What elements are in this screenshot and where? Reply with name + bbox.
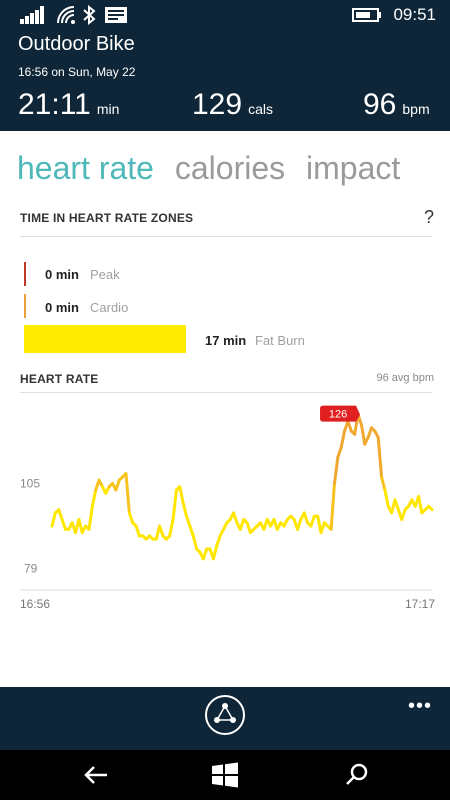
- calories-metric: 129 cals: [192, 88, 273, 122]
- x-tick-label-end: 17:17: [405, 597, 436, 611]
- calories-unit: cals: [248, 101, 273, 117]
- heart-rate-segment: [57, 508, 64, 521]
- heart-rate-unit: bpm: [402, 101, 430, 117]
- heart-rate-segment: [60, 517, 67, 531]
- activity-title: Outdoor Bike: [18, 33, 135, 55]
- heart-rate-segment: [376, 436, 384, 479]
- heart-rate-segment: [339, 429, 347, 449]
- zones-heading: TIME IN HEART RATE ZONES: [20, 211, 194, 225]
- system-nav-bar: [0, 750, 450, 800]
- calories-value: 129: [192, 88, 243, 121]
- share-icon: [214, 703, 236, 723]
- heart-rate-segment: [295, 517, 303, 531]
- tab-heart-rate[interactable]: heart rate: [17, 150, 154, 186]
- heart-rate-segment: [417, 495, 424, 515]
- share-button[interactable]: [205, 695, 245, 735]
- heart-rate-heading: HEART RATE: [20, 372, 99, 386]
- bluetooth-icon: [83, 5, 96, 25]
- heart-rate-segment: [245, 521, 252, 535]
- fat-burn-zone-label: Fat Burn: [255, 333, 305, 348]
- peak-badge-value: 126: [329, 409, 347, 421]
- windows-start-icon[interactable]: [211, 762, 239, 788]
- search-icon[interactable]: [343, 762, 371, 788]
- heart-rate-value: 96: [363, 88, 397, 121]
- heart-rate-segment: [50, 511, 57, 528]
- zones-divider: [20, 236, 432, 237]
- peak-zone-value: 0 min: [45, 267, 79, 282]
- heart-rate-segment: [346, 419, 353, 433]
- heart-rate-metric: 96 bpm: [363, 88, 430, 122]
- peak-zone-label: Peak: [90, 267, 120, 282]
- heart-rate-divider: [20, 392, 432, 393]
- back-arrow-icon[interactable]: [83, 762, 111, 788]
- heart-rate-segment: [201, 547, 209, 561]
- heart-rate-segment: [171, 488, 178, 521]
- wifi-icon: [57, 6, 75, 24]
- heart-rate-segment: [127, 511, 135, 525]
- heart-rate-series: [50, 413, 434, 561]
- y-tick-label-79: 79: [24, 562, 38, 576]
- y-tick-label-105: 105: [20, 476, 40, 490]
- heart-rate-segment: [302, 511, 310, 525]
- heart-rate-segment: [309, 514, 316, 528]
- heart-rate-segment: [366, 426, 373, 440]
- signal-bars-icon: [20, 6, 44, 24]
- heart-rate-segment: [380, 475, 387, 492]
- message-icon: [105, 7, 127, 23]
- heart-rate-segment: [191, 534, 199, 551]
- metric-tabs: heart rate calories impact: [17, 150, 412, 187]
- fat-burn-zone-value: 17 min: [205, 333, 247, 348]
- peak-badge-shape: [320, 405, 361, 422]
- heart-rate-segment: [90, 488, 98, 508]
- heart-rate-segment: [185, 514, 192, 528]
- duration-metric: 21:11 min: [18, 88, 119, 122]
- fat-burn-zone-bar: [24, 325, 186, 353]
- heart-rate-segment: [232, 511, 239, 525]
- heart-rate-segment: [400, 508, 407, 521]
- tab-impact[interactable]: impact: [306, 150, 401, 186]
- cardio-zone-label: Cardio: [90, 300, 129, 315]
- heart-rate-segment: [134, 524, 141, 538]
- status-bar: 09:51: [0, 0, 450, 30]
- battery-icon: [352, 8, 381, 22]
- heart-rate-segment: [114, 478, 121, 492]
- zones-help-button[interactable]: ?: [423, 207, 434, 227]
- peak-zone-bar: [24, 262, 26, 286]
- heart-rate-segment: [124, 472, 131, 515]
- heart-rate-segment: [181, 501, 189, 518]
- app-bar: •••: [0, 687, 450, 750]
- heart-rate-segment: [359, 422, 367, 446]
- heart-rate-segment: [158, 524, 165, 538]
- heart-rate-segment: [215, 534, 222, 548]
- heart-rate-segment: [336, 445, 343, 459]
- tab-calories[interactable]: calories: [174, 150, 286, 186]
- cardio-zone-bar: [24, 294, 26, 318]
- x-tick-label-start: 16:56: [20, 597, 51, 611]
- heart-rate-chart: 105 79 126: [20, 405, 434, 591]
- activity-header: 09:51 Outdoor Bike 16:56 on Sun, May 22 …: [0, 0, 450, 131]
- duration-value: 21:11: [18, 88, 91, 121]
- peak-badge: 126: [320, 405, 361, 422]
- status-time: 09:51: [393, 5, 436, 24]
- heart-rate-segment: [427, 504, 434, 512]
- heart-rate-segment: [168, 517, 175, 538]
- heart-rate-segment: [178, 485, 185, 505]
- heart-rate-segment: [238, 517, 246, 531]
- heart-rate-segment: [332, 455, 340, 485]
- heart-rate-segment: [211, 544, 219, 561]
- heart-rate-segment: [393, 498, 400, 512]
- heart-rate-segment: [319, 521, 326, 535]
- cardio-zone-value: 0 min: [45, 300, 79, 315]
- avg-bpm-label: 96 avg bpm: [376, 372, 434, 384]
- heart-rate-segment: [87, 504, 94, 531]
- heart-rate-segment: [329, 481, 336, 531]
- activity-subtitle: 16:56 on Sun, May 22: [18, 65, 136, 79]
- heart-rate-segment: [188, 524, 195, 538]
- duration-unit: min: [96, 101, 120, 117]
- more-options-button[interactable]: •••: [407, 695, 432, 717]
- heart-rate-segment: [383, 488, 390, 508]
